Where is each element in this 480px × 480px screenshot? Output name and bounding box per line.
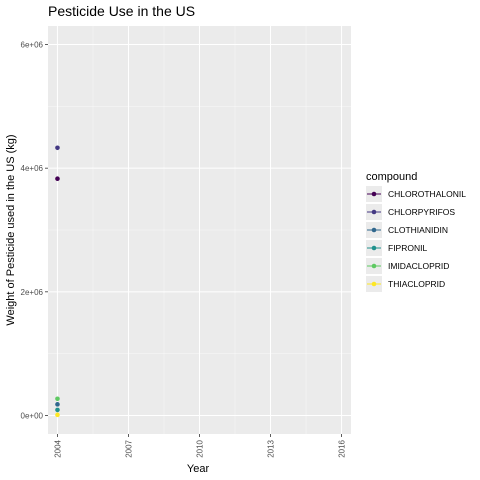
y-axis-title: Weight of Pesticide used in the US (kg): [5, 134, 17, 325]
legend-label: FIPRONIL: [388, 243, 427, 253]
x-axis: 2004 2007 2010 2013 2016: [53, 434, 347, 458]
chart-title: Pesticide Use in the US: [48, 3, 195, 19]
legend-key-point: [371, 227, 377, 233]
legend-label: CHLORPYRIFOS: [388, 207, 455, 217]
data-point-thiacloprid: [55, 412, 60, 418]
legend-key-point: [371, 281, 377, 287]
x-tick-label: 2016: [338, 439, 347, 457]
y-tick-label: 6e+06: [21, 41, 44, 50]
x-tick-label: 2007: [124, 439, 133, 457]
legend-key-point: [371, 245, 377, 251]
legend-label: CHLOROTHALONIL: [388, 189, 466, 199]
y-axis: 0e+00 2e+06 4e+06 6e+06: [21, 41, 48, 420]
data-point-clothianidin: [55, 402, 60, 407]
data-point-imidacloprid: [55, 396, 60, 402]
legend-key-point: [371, 209, 377, 215]
legend-label: THIACLOPRID: [388, 279, 445, 289]
y-tick-label: 2e+06: [21, 288, 44, 297]
data-points: [55, 145, 60, 418]
grid-lines: [48, 26, 351, 434]
data-point-chlorothalonil: [55, 176, 60, 181]
x-tick-label: 2010: [196, 439, 205, 457]
legend-title: compound: [366, 171, 417, 183]
x-axis-title: Year: [187, 463, 210, 475]
y-tick-label: 0e+00: [21, 411, 44, 420]
legend-label: IMIDACLOPRID: [388, 261, 449, 271]
x-tick-label: 2004: [53, 439, 62, 457]
legend-label: CLOTHIANIDIN: [388, 225, 448, 235]
x-tick-label: 2013: [267, 439, 276, 457]
legend-key-point: [371, 191, 377, 197]
legend-key-point: [371, 263, 377, 269]
data-point-chlorpyrifos: [55, 145, 60, 151]
legend: compound CHLOROTHALONIL CHLORPYRIFOS CLOTH…: [366, 171, 466, 292]
data-point-fipronil: [55, 407, 60, 413]
y-tick-label: 4e+06: [21, 164, 44, 173]
